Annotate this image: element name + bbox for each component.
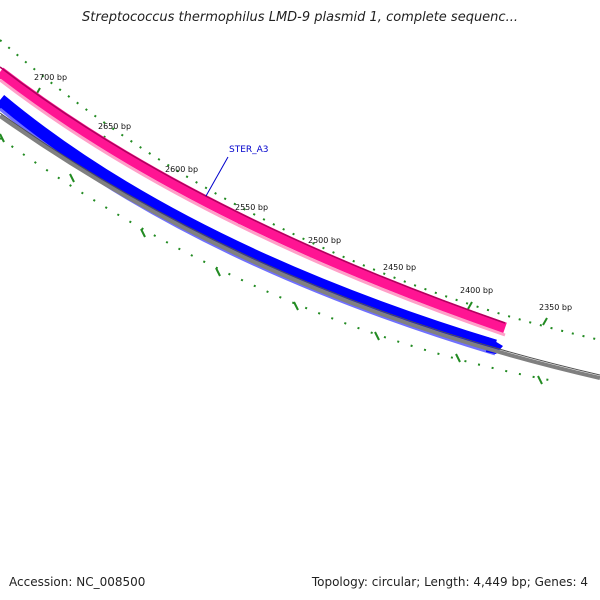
ruler-label-2700: 2700 bp xyxy=(34,73,67,82)
inner-tick xyxy=(293,301,299,311)
inner-tick xyxy=(374,331,380,341)
ruler-label-2450: 2450 bp xyxy=(383,263,416,272)
topology-stats-text: Topology: circular; Length: 4,449 bp; Ge… xyxy=(311,575,588,589)
inner-tick xyxy=(140,228,146,238)
backbone-ring xyxy=(0,114,600,380)
backbone-ring-edge xyxy=(0,112,600,376)
accession-text: Accession: NC_008500 xyxy=(9,575,146,589)
ruler-label-2600: 2600 bp xyxy=(165,165,198,174)
inner-dotted-ring xyxy=(0,137,561,383)
ruler-label-2650: 2650 bp xyxy=(98,122,131,131)
cds-feature-highlight xyxy=(0,78,506,337)
ruler-label-2500: 2500 bp xyxy=(308,236,341,245)
ruler-tick-2350 xyxy=(542,317,548,326)
gene-label-ster-a3[interactable]: STER_A3 xyxy=(229,145,269,155)
inner-tick xyxy=(537,375,543,385)
inner-tick xyxy=(215,267,221,277)
ruler-label-2350: 2350 bp xyxy=(539,303,572,312)
ruler-tick-2400 xyxy=(467,301,473,310)
inner-tick xyxy=(69,173,75,183)
cds-feature-arc[interactable] xyxy=(0,67,507,334)
ruler-label-2400: 2400 bp xyxy=(460,286,493,295)
ruler-label-2550: 2550 bp xyxy=(235,203,268,212)
gene-feature-arc[interactable] xyxy=(0,95,497,353)
cds-feature-shadow xyxy=(0,66,506,324)
map-title: Streptococcus thermophilus LMD-9 plasmid… xyxy=(82,10,518,25)
inner-ruler-ticks xyxy=(0,133,543,385)
outer-dotted-ring xyxy=(0,39,600,341)
gene-label-leader xyxy=(205,156,229,197)
inner-tick xyxy=(455,353,461,363)
inner-tick xyxy=(0,133,5,143)
